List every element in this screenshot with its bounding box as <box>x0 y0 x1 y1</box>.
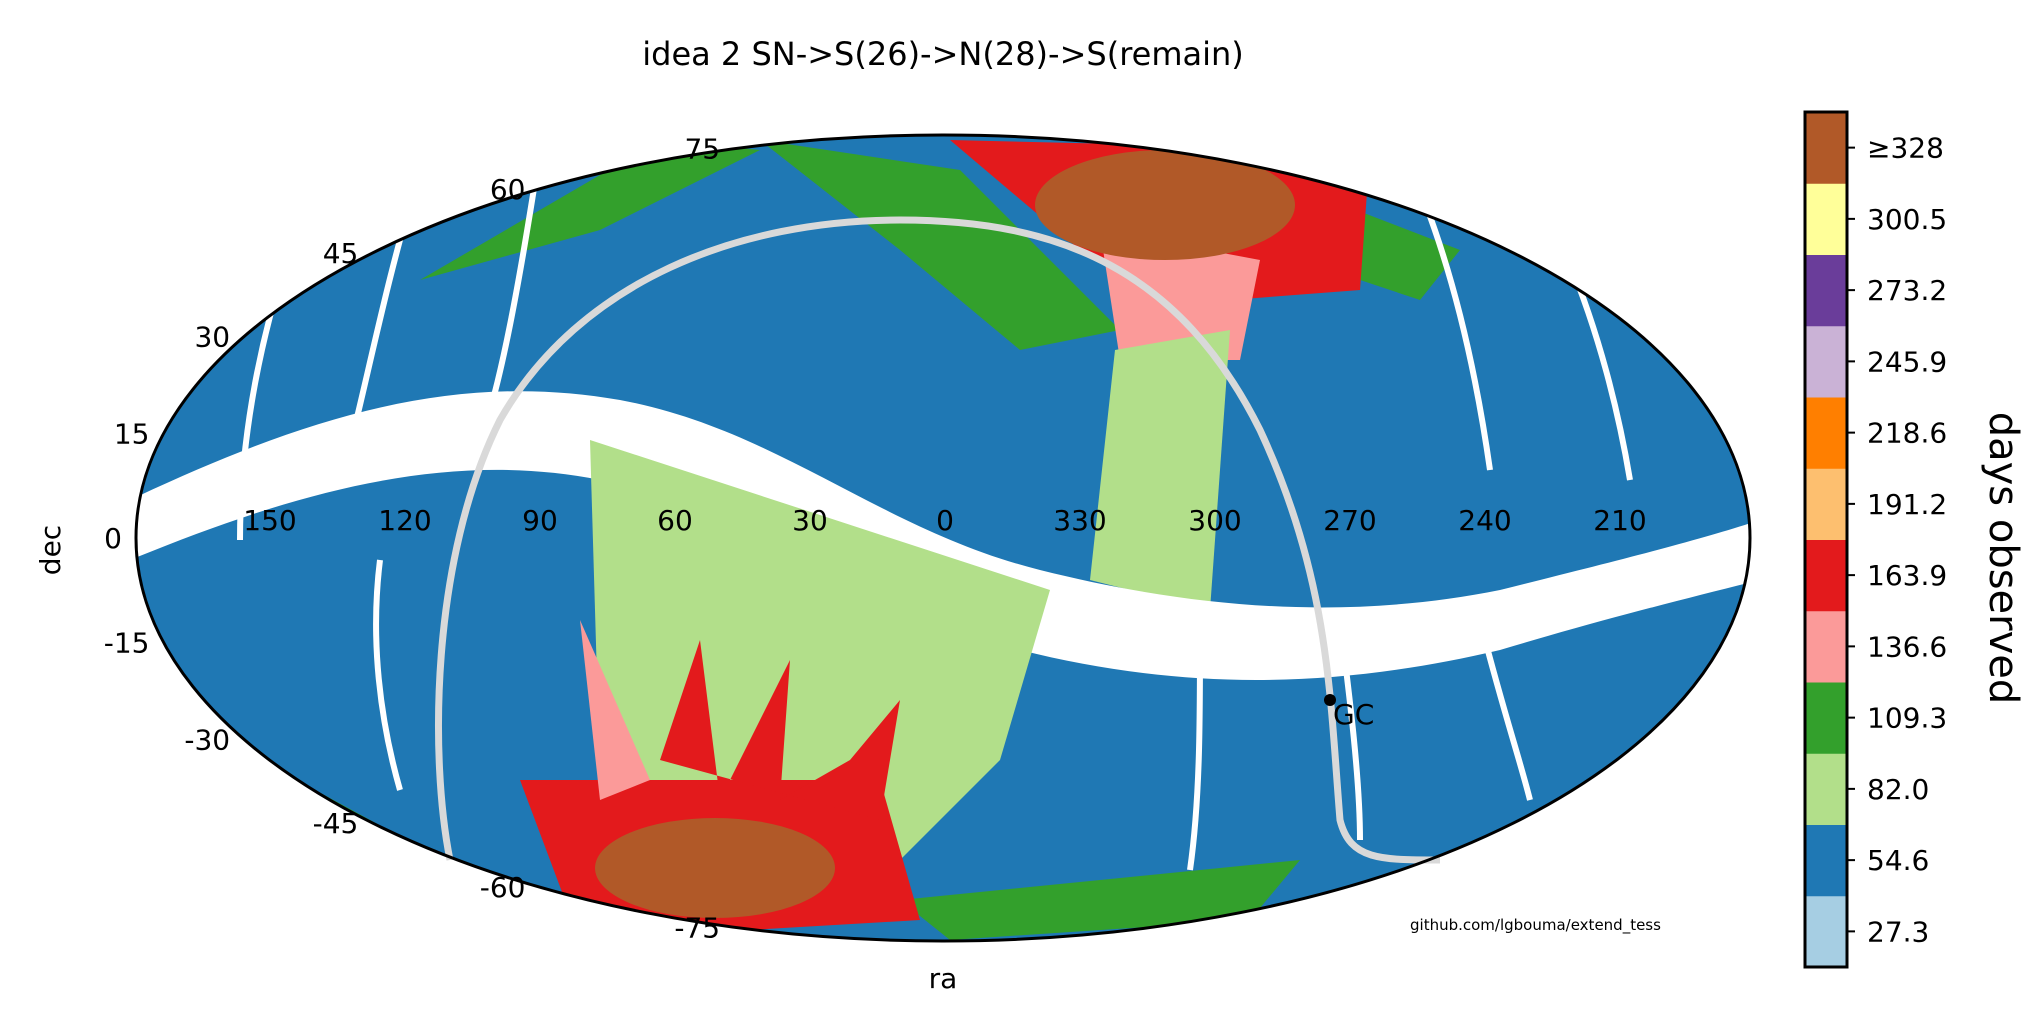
region-north-green <box>760 140 1120 350</box>
colorbar-segment <box>1805 112 1847 184</box>
ra-tick-label: 0 <box>936 504 954 537</box>
ra-tick-label: 60 <box>657 504 693 537</box>
map-outline <box>134 133 1752 943</box>
colorbar-segment <box>1805 183 1847 255</box>
colorbar-segment <box>1805 895 1847 968</box>
y-axis-label: dec <box>34 525 67 575</box>
colorbar-tick-label: 273.2 <box>1867 274 1947 307</box>
colorbar: 27.3 54.6 82.0 109.3 136.6 163.9 191.2 218.6 245… <box>1803 110 1947 969</box>
ra-tick-label: 300 <box>1188 504 1241 537</box>
gc-label: GC <box>1333 698 1374 731</box>
ra-tick-label: 90 <box>522 504 558 537</box>
colorbar-tick-label: 191.2 <box>1867 488 1947 521</box>
colorbar-tick-label: 27.3 <box>1867 915 1929 948</box>
region-north-pink <box>1100 230 1260 360</box>
dec-tick-label: 30 <box>194 321 230 354</box>
dec-tick-label: 60 <box>490 173 526 206</box>
galactic-plane <box>435 216 1441 864</box>
coverage-regions <box>136 140 1750 940</box>
colorbar-segment <box>1805 397 1847 469</box>
colorbar-segment <box>1805 468 1847 540</box>
dec-tick-label: 0 <box>104 522 122 555</box>
colorbar-segment <box>1805 539 1847 612</box>
colorbar-tick-label: 163.9 <box>1867 559 1947 592</box>
dec-tick-label: 45 <box>323 237 359 270</box>
colorbar-segment <box>1805 824 1847 897</box>
colorbar-tick-label: 245.9 <box>1867 345 1947 378</box>
dec-tick-label: -75 <box>674 911 720 944</box>
ra-tick-label: 120 <box>378 504 431 537</box>
dec-tick-label: 75 <box>684 133 720 166</box>
ra-tick-labels: 150 120 90 60 30 0 330 300 270 240 210 <box>243 504 1646 537</box>
ecliptic-gap <box>136 391 1750 680</box>
dec-tick-label: -30 <box>184 724 230 757</box>
colorbar-tick-label: 136.6 <box>1867 630 1947 663</box>
ra-tick-label: 210 <box>1593 504 1646 537</box>
credit-text: github.com/lgbouma/extend_tess <box>1410 916 1661 935</box>
gc-marker <box>1324 694 1336 706</box>
ra-tick-label: 270 <box>1323 504 1376 537</box>
region-north-cvz <box>1035 150 1295 260</box>
chart-title: idea 2 SN->S(26)->N(28)->S(remain) <box>642 35 1244 73</box>
ra-tick-label: 240 <box>1458 504 1511 537</box>
colorbar-label: days observed <box>1980 412 2026 705</box>
x-axis-label: ra <box>929 962 958 995</box>
map-area: GC <box>134 133 1752 943</box>
colorbar-segment <box>1805 254 1847 327</box>
colorbar-segment <box>1805 682 1847 754</box>
ra-tick-label: 30 <box>792 504 828 537</box>
colorbar-frame <box>1803 110 1849 969</box>
dec-tick-label: 15 <box>114 418 150 451</box>
colorbar-tick-label: 54.6 <box>1867 844 1929 877</box>
colorbar-segment <box>1805 610 1847 683</box>
region-north-lightgreen <box>1090 330 1230 610</box>
colorbar-tick-label: 300.5 <box>1867 203 1947 236</box>
region-south-red-spikes <box>660 640 900 820</box>
colorbar-tick-label: 82.0 <box>1867 773 1929 806</box>
colorbar-tick-label: 109.3 <box>1867 702 1947 735</box>
colorbar-segment <box>1805 325 1847 398</box>
colorbar-tick-label: 218.6 <box>1867 417 1947 450</box>
ra-tick-label: 150 <box>243 504 296 537</box>
ra-tick-label: 330 <box>1053 504 1106 537</box>
dec-tick-label: -15 <box>104 626 150 659</box>
colorbar-segment <box>1805 753 1847 825</box>
dec-tick-label: -45 <box>313 807 359 840</box>
region-north-green-left <box>420 140 760 280</box>
region-south-cvz <box>595 818 835 918</box>
region-south-pink <box>580 620 650 800</box>
dec-tick-label: -60 <box>480 871 526 904</box>
colorbar-tick-label: ≥328 <box>1867 132 1944 165</box>
